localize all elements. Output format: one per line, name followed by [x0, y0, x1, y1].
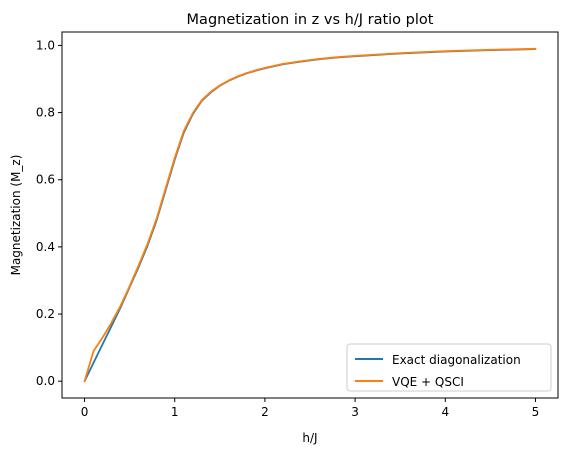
- x-axis-label: h/J: [302, 431, 317, 445]
- x-tick-label: 5: [532, 405, 540, 419]
- x-tick-label: 2: [261, 405, 269, 419]
- series-layer: [83, 47, 537, 383]
- y-tick-label: 0.0: [36, 374, 55, 388]
- chart-title: Magnetization in z vs h/J ratio plot: [187, 12, 434, 28]
- y-tick-label: 0.6: [36, 173, 55, 187]
- x-tick-label: 4: [441, 405, 449, 419]
- y-tick-label: 0.4: [36, 240, 55, 254]
- x-tick-label: 1: [171, 405, 179, 419]
- y-tick-label: 0.2: [36, 307, 55, 321]
- y-tick-label: 0.8: [36, 106, 55, 120]
- x-tick-label: 0: [81, 405, 89, 419]
- legend-label-vqe: VQE + QSCI: [392, 375, 464, 389]
- y-axis-label: Magnetization (M_z): [9, 155, 23, 276]
- legend-box: [346, 343, 552, 392]
- x-tick-label: 3: [351, 405, 359, 419]
- y-tick-label: 1.0: [36, 38, 55, 52]
- plot-frame: [61, 31, 559, 399]
- series-line-vqe-qsci: [83, 47, 537, 383]
- ticks-layer: 0 1 2 3 4 5 0.0 0.2 0.4 0.6 0.8 1.0: [36, 38, 539, 419]
- legend: Exact diagonalization VQE + QSCI: [346, 343, 552, 392]
- legend-label-exact: Exact diagonalization: [392, 353, 521, 367]
